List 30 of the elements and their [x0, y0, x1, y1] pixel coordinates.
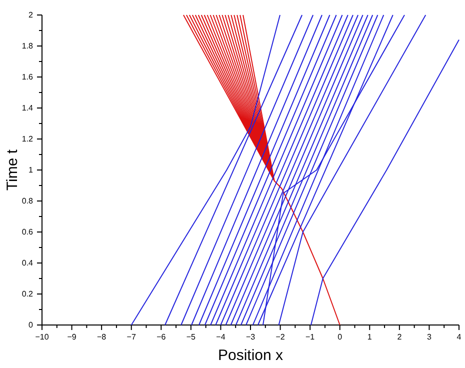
- y-tick-label: 1.8: [22, 42, 34, 51]
- line-series: [278, 14, 426, 326]
- x-tick-label: −10: [35, 332, 50, 342]
- x-tick-label: −4: [216, 332, 226, 342]
- y-tick-label: 0.6: [22, 228, 34, 237]
- y-tick-label: 0.8: [22, 196, 34, 206]
- x-tick-label: −1: [306, 332, 316, 342]
- x-tick-label: 3: [426, 332, 432, 342]
- y-tick-label: 1.2: [22, 134, 34, 144]
- x-tick-label: −5: [186, 332, 196, 342]
- y-tick-label: 2: [28, 10, 34, 20]
- x-tick-label: 2: [397, 332, 402, 342]
- y-tick-label: 0.4: [22, 258, 34, 268]
- y-axis-title: Time t: [4, 148, 21, 191]
- x-tick-label: 0: [338, 332, 343, 342]
- x-tick-label: 4: [456, 332, 462, 342]
- x-tick-label: 1: [367, 332, 372, 342]
- x-tick-label: −2: [276, 332, 286, 342]
- x-tick-label: −8: [97, 332, 107, 342]
- y-tick-label: 0: [28, 320, 34, 330]
- y-tick-label: 0.2: [22, 290, 34, 299]
- x-tick-label: −3: [246, 332, 256, 342]
- x-tick-label: −9: [67, 332, 77, 342]
- y-tick-label: 1: [28, 166, 34, 175]
- x-tick-label: −6: [156, 332, 166, 342]
- y-tick-label: 1.6: [22, 72, 34, 82]
- line-series: [310, 39, 460, 326]
- y-tick-label: 1.4: [22, 104, 34, 113]
- x-axis-title: Position x: [218, 347, 284, 364]
- x-tick-label: −7: [126, 332, 136, 342]
